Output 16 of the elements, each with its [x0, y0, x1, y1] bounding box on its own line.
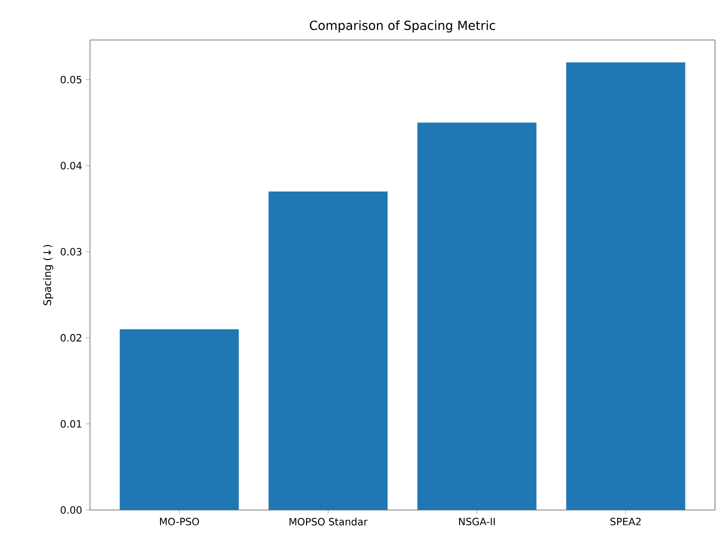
x-tick-label: MOPSO Standar [290, 518, 368, 526]
bar [268, 192, 388, 510]
y-tick-label: 0.01 [60, 420, 82, 428]
x-tick-label: SPEA2 [610, 518, 641, 526]
x-tick-label: MO-PSO [160, 518, 199, 526]
y-tick-label: 0.00 [60, 506, 82, 514]
y-axis-title: Spacing (↓) [43, 244, 54, 306]
y-tick-label: 0.03 [60, 248, 82, 256]
chart-title: Comparison of Spacing Metric [310, 20, 496, 32]
y-tick-label: 0.04 [60, 162, 82, 170]
bar [120, 329, 239, 510]
bar [566, 62, 686, 510]
y-tick-label: 0.05 [60, 76, 82, 84]
x-tick-label: NSGA-II [459, 518, 495, 526]
bar [417, 122, 536, 510]
y-tick-label: 0.02 [60, 334, 82, 342]
